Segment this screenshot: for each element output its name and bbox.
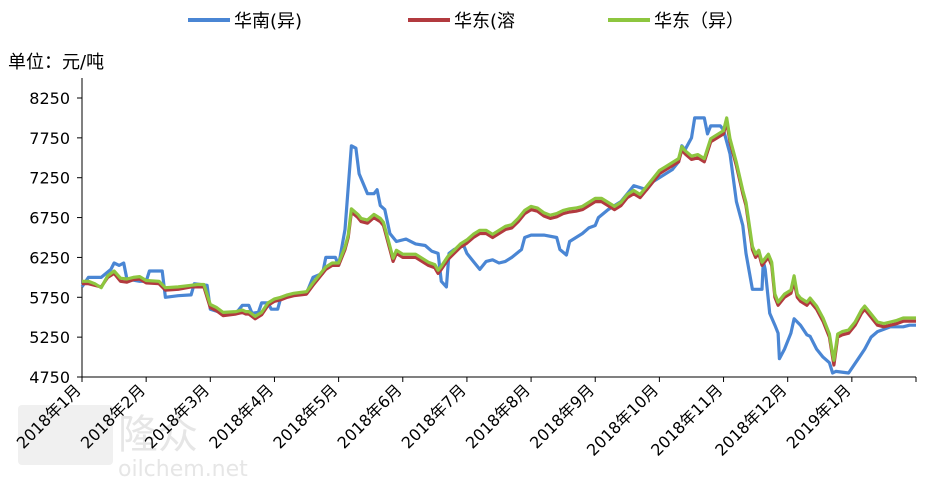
x-tick-label: 2018年8月 <box>462 380 534 452</box>
y-tick-label: 4750 <box>29 368 70 387</box>
y-tick-label: 6250 <box>29 248 70 267</box>
y-tick-label: 8250 <box>29 89 70 108</box>
y-tick-label: 5250 <box>29 328 70 347</box>
series-line-0 <box>80 116 916 375</box>
x-tick-label: 2018年4月 <box>205 380 277 452</box>
watermark-site: oilchem.net <box>118 457 248 482</box>
y-axis-unit-label: 单位：元/吨 <box>8 52 104 73</box>
watermark-logo-box <box>18 405 113 465</box>
x-tick-label: 2018年6月 <box>334 380 406 452</box>
axes <box>81 78 916 378</box>
x-tick-label: 2018年5月 <box>269 380 341 452</box>
y-tick-label: 7750 <box>29 129 70 148</box>
legend-label-1: 华东(溶 <box>454 11 515 32</box>
y-tick-label: 5750 <box>29 288 70 307</box>
legend-label-0: 华南(异) <box>234 11 302 32</box>
y-axis-ticks: 4750 5250 5750 6250 6750 7250 7750 8250 <box>29 89 82 387</box>
watermark: 隆众 oilchem.net <box>18 405 248 482</box>
legend-label-2: 华东（异） <box>654 11 744 32</box>
y-tick-label: 6750 <box>29 209 70 228</box>
legend: 华南(异) 华东(溶 华东（异） <box>188 11 744 32</box>
series-group <box>80 116 916 375</box>
series-line-2 <box>82 116 916 362</box>
x-tick-label: 2018年7月 <box>398 380 470 452</box>
watermark-brand: 隆众 <box>118 412 198 458</box>
y-tick-label: 7250 <box>29 169 70 188</box>
x-tick-label: 2019年1月 <box>783 380 855 452</box>
